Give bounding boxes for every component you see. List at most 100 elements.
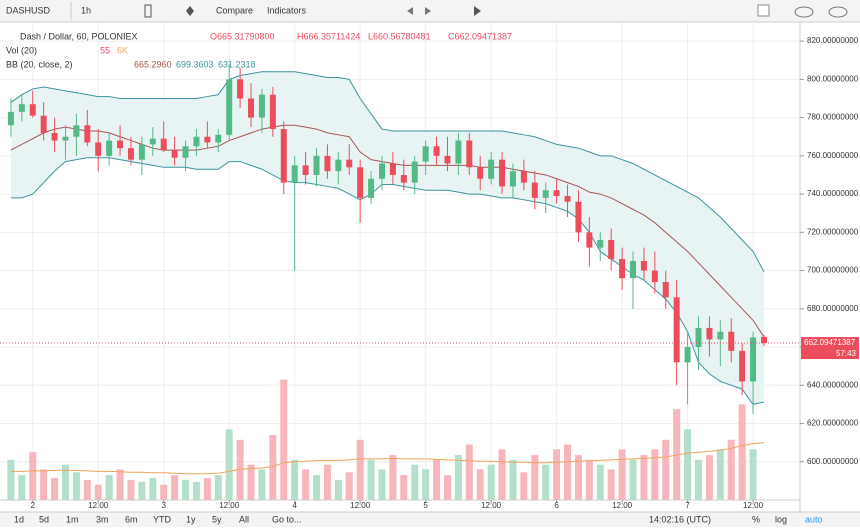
candle-body <box>62 136 69 141</box>
candle-body <box>466 140 473 168</box>
candle-body <box>149 138 156 145</box>
volume-bar <box>542 464 550 500</box>
range-button[interactable]: 6m <box>125 514 138 524</box>
candle-body <box>477 167 484 179</box>
volume-bar <box>454 455 462 500</box>
cloud-icon[interactable] <box>794 6 814 18</box>
candle-body <box>291 165 298 183</box>
candle-body <box>597 239 604 248</box>
x-tick-label: 5 <box>423 501 428 510</box>
candle-body <box>280 129 287 183</box>
candle-body <box>553 190 560 196</box>
candle-body <box>630 261 637 279</box>
volume-bar <box>618 449 626 500</box>
candle-body <box>750 337 757 382</box>
undo-redo-icons[interactable] <box>407 7 431 15</box>
vol-value: 55 <box>100 45 110 55</box>
range-button[interactable]: 1m <box>66 514 79 524</box>
volume-bar <box>7 459 15 500</box>
goto[interactable]: Go to... <box>272 514 302 524</box>
legend-high: H666.35711424 <box>297 31 360 41</box>
volume-bar <box>356 439 364 500</box>
volume-bar <box>323 464 331 500</box>
volume-bar <box>269 434 277 500</box>
candle-body <box>433 146 440 156</box>
volume-bar <box>487 464 495 500</box>
candle-body <box>7 111 14 126</box>
x-tick-label: 6 <box>554 501 559 510</box>
volume-bar <box>291 459 299 500</box>
volume-bar <box>629 459 637 500</box>
range-button[interactable]: 3m <box>96 514 109 524</box>
volume-bar <box>389 455 397 500</box>
volume-bar <box>72 472 80 500</box>
volume-bar <box>192 481 200 500</box>
range-button[interactable]: 5d <box>39 514 49 524</box>
legend-open: O665.31790800 <box>210 31 275 41</box>
volume-bar <box>422 469 430 500</box>
range-button[interactable]: YTD <box>153 514 172 524</box>
candle-body <box>357 167 364 198</box>
volume-bar <box>302 469 310 500</box>
volume-bar <box>171 475 179 500</box>
volume-bar <box>662 439 670 500</box>
cloud-icon[interactable] <box>828 6 848 18</box>
vol-name: Vol (20) <box>6 45 37 55</box>
volume-bar <box>182 479 190 500</box>
volume-bar <box>433 459 441 500</box>
candle-body <box>269 94 276 130</box>
volume-bar <box>531 455 539 500</box>
bb-name: BB (20, close, 2) <box>6 59 73 69</box>
candle-body <box>160 138 167 151</box>
symbol[interactable]: DASHUSD <box>6 5 51 15</box>
interval[interactable]: 1h <box>81 5 91 15</box>
candle-body <box>717 331 724 340</box>
range-button[interactable]: 1d <box>14 514 24 524</box>
x-tick-label: 3 <box>161 501 166 510</box>
range-button[interactable]: All <box>239 514 249 524</box>
volume-bar <box>411 464 419 500</box>
settings-icon[interactable] <box>186 6 194 16</box>
volume-bar <box>51 478 59 500</box>
candle-body <box>106 140 113 156</box>
chart-style-icon[interactable] <box>144 4 152 18</box>
candle-body <box>84 125 91 143</box>
percent-toggle[interactable]: % <box>752 514 760 524</box>
y-tick-label: 640.00000000 <box>807 380 859 389</box>
candle-body <box>608 239 615 260</box>
candle-body <box>728 331 735 351</box>
range-button[interactable]: 1y <box>186 514 196 524</box>
candle-body <box>662 282 669 298</box>
auto-toggle[interactable]: auto <box>805 514 823 524</box>
volume-bar <box>40 469 48 500</box>
volume-bar <box>640 455 648 500</box>
volume-bar <box>705 455 713 500</box>
y-tick-label: 680.00000000 <box>807 304 859 313</box>
x-tick-label: 2 <box>31 501 36 510</box>
candle-body <box>739 350 746 382</box>
y-tick-label: 620.00000000 <box>807 419 859 428</box>
y-tick-label: 780.00000000 <box>807 113 859 122</box>
candle-body <box>619 259 626 279</box>
volume-bar <box>585 459 593 500</box>
candle-body <box>368 178 375 198</box>
range-button[interactable]: 5y <box>212 514 222 524</box>
volume-bar <box>138 481 146 500</box>
indicators-button[interactable]: Indicators <box>267 5 307 15</box>
candle-body <box>302 165 309 175</box>
candle-body <box>640 261 647 271</box>
volume-bar <box>476 469 484 500</box>
candle-body <box>673 297 680 363</box>
legend-close: C662.09471387 <box>448 31 512 41</box>
candle-body <box>182 146 189 158</box>
candle-body <box>444 155 451 164</box>
compare-button[interactable]: Compare <box>216 5 253 15</box>
candle-body <box>127 148 134 160</box>
color-box[interactable] <box>757 4 770 17</box>
log-toggle[interactable]: log <box>775 514 787 524</box>
x-tick-label: 12:00 <box>481 501 502 510</box>
series-title: Dash / Dollar, 60, POLONIEX <box>20 31 138 41</box>
candle-body <box>499 159 506 187</box>
volume-bar <box>280 379 288 500</box>
play-icon[interactable] <box>474 6 481 16</box>
